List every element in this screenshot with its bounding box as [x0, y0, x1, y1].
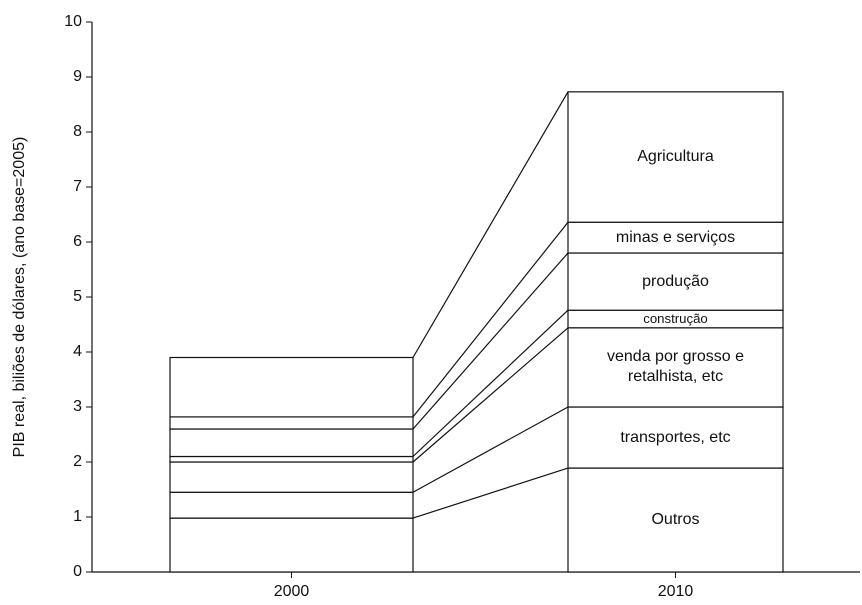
y-tick-label: 8	[73, 123, 82, 140]
y-tick-label: 10	[64, 13, 82, 30]
bar-segment	[169, 416, 414, 430]
bar-segment	[567, 91, 784, 223]
connector	[412, 467, 569, 519]
bar-segment	[169, 356, 414, 418]
y-tick-label: 0	[73, 563, 82, 580]
segment-label: Agricultura	[637, 148, 714, 166]
y-tick-label: 7	[73, 178, 82, 195]
segment-label: Outros	[651, 511, 700, 529]
bar-segment	[567, 406, 784, 469]
y-tick-label: 3	[73, 398, 82, 415]
segment-label: produção	[642, 272, 709, 290]
segment-label: transportes, etc	[620, 428, 731, 446]
connector	[412, 252, 569, 430]
y-tick-label: 9	[73, 68, 82, 85]
y-tick-label: 2	[73, 453, 82, 470]
bar-segment	[169, 455, 414, 463]
bar-segment	[169, 428, 414, 458]
y-axis-label: PIB real, biliões de dólares, (ano base=…	[11, 137, 28, 458]
connector	[412, 91, 569, 358]
segment-label: construção	[643, 310, 708, 326]
bar-segment	[567, 221, 784, 254]
segment-label: venda por grosso e retalhista, etc	[607, 348, 744, 386]
bar-segment	[567, 467, 784, 573]
y-tick-label: 6	[73, 233, 82, 250]
connector	[412, 327, 569, 463]
bar-segment	[567, 327, 784, 408]
bar-segment	[169, 461, 414, 493]
y-tick-label: 1	[73, 508, 82, 525]
connector	[412, 309, 569, 457]
segment-label: minas e serviços	[615, 228, 736, 246]
x-tick-label: 2000	[274, 583, 310, 600]
x-tick-label: 2010	[658, 583, 694, 600]
connector	[412, 221, 569, 418]
y-tick-label: 5	[73, 288, 82, 305]
connector	[412, 406, 569, 493]
bar-segment	[169, 517, 414, 573]
bar-segment	[169, 491, 414, 519]
y-tick-label: 4	[73, 343, 82, 360]
